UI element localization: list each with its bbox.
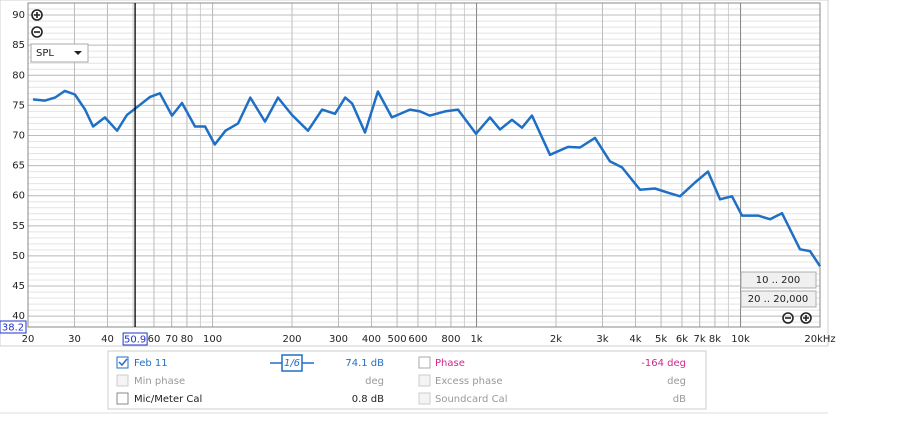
x-tick-label: 8k bbox=[709, 334, 721, 345]
zoom-in[interactable] bbox=[800, 312, 812, 324]
smoothing-text: 1/6 bbox=[284, 358, 300, 369]
cursor-y-box bbox=[0, 320, 27, 334]
dropdown-text: SPL bbox=[36, 48, 54, 59]
graph-frame bbox=[0, 0, 829, 347]
x-tick-label: 40 bbox=[101, 334, 114, 345]
x-tick-label: 60 bbox=[148, 334, 161, 345]
row-label: Mic/Meter Cal bbox=[134, 394, 202, 405]
checkbox[interactable] bbox=[116, 392, 129, 405]
option-value: -164 deg bbox=[641, 358, 686, 369]
graph-type-dropdown[interactable]: SPL bbox=[30, 43, 89, 63]
x-tick-label: 800 bbox=[441, 334, 460, 345]
value: 0.8 dB bbox=[352, 394, 384, 405]
y-tick-label: 50 bbox=[12, 251, 25, 262]
x-tick-label: 70 bbox=[165, 334, 178, 345]
checkbox[interactable] bbox=[418, 392, 431, 405]
x-tick-label: 2k bbox=[550, 334, 562, 345]
y-tick-label: 90 bbox=[12, 10, 25, 21]
plot-border bbox=[27, 2, 821, 328]
cursor-y-label: 38.2 bbox=[2, 323, 24, 334]
range-button-text: 20 .. 20,000 bbox=[748, 294, 808, 305]
zoom-out[interactable] bbox=[31, 26, 43, 38]
x-tick-label: 600 bbox=[408, 334, 427, 345]
option-label: Excess phase bbox=[435, 376, 503, 387]
x-tick-label: 20 bbox=[22, 334, 35, 345]
x-tick-label: 1k bbox=[470, 334, 482, 345]
value: deg bbox=[365, 376, 384, 387]
y-tick-label: 75 bbox=[12, 100, 25, 111]
x-tick-label: 20kHz bbox=[804, 334, 835, 345]
option-value: dB bbox=[673, 394, 686, 405]
x-tick-label: 200 bbox=[282, 334, 301, 345]
x-tick-label: 400 bbox=[362, 334, 381, 345]
cursor-x-label: 50.9 bbox=[124, 335, 146, 346]
x-tick-label: 3k bbox=[596, 334, 608, 345]
zoom-out[interactable] bbox=[782, 312, 794, 324]
x-tick-label: 4k bbox=[629, 334, 641, 345]
y-tick-label: 70 bbox=[12, 130, 25, 141]
x-tick-label: 300 bbox=[329, 334, 348, 345]
x-tick-label: 500 bbox=[388, 334, 407, 345]
cursor-x-box bbox=[122, 332, 148, 346]
checkbox[interactable] bbox=[418, 356, 431, 369]
x-tick-label: 10k bbox=[731, 334, 750, 345]
y-tick-label: 85 bbox=[12, 40, 25, 51]
y-tick-label: 65 bbox=[12, 161, 25, 172]
value: 74.1 dB bbox=[345, 358, 384, 369]
y-tick-label: 45 bbox=[12, 281, 25, 292]
x-tick-label: 5k bbox=[655, 334, 667, 345]
plot bbox=[32, 3, 822, 327]
checkbox[interactable] bbox=[116, 356, 129, 369]
checkbox[interactable] bbox=[116, 374, 129, 387]
range-button-text: 10 .. 200 bbox=[756, 275, 801, 286]
x-tick-label: 7k bbox=[694, 334, 706, 345]
y-tick-label: 60 bbox=[12, 191, 25, 202]
legend-panel bbox=[107, 350, 707, 410]
y-tick-label: 55 bbox=[12, 221, 25, 232]
row-label: Min phase bbox=[134, 376, 185, 387]
option-value: deg bbox=[667, 376, 686, 387]
series-line bbox=[32, 89, 822, 267]
y-tick-label: 40 bbox=[12, 311, 25, 322]
range-button[interactable]: 20 .. 20,000 bbox=[740, 290, 817, 308]
zoom-in[interactable] bbox=[31, 9, 43, 21]
x-tick-label: 100 bbox=[203, 334, 222, 345]
smoothing-button[interactable]: 1/6 bbox=[270, 354, 314, 372]
range-button[interactable]: 10 .. 200 bbox=[740, 271, 817, 289]
x-tick-label: 6k bbox=[676, 334, 688, 345]
series-name: Feb 11 bbox=[134, 358, 168, 369]
y-tick-label: 80 bbox=[12, 70, 25, 81]
option-label: Soundcard Cal bbox=[435, 394, 507, 405]
x-tick-label: 80 bbox=[181, 334, 194, 345]
x-tick-label: 30 bbox=[68, 334, 81, 345]
checkbox[interactable] bbox=[418, 374, 431, 387]
option-label: Phase bbox=[435, 358, 465, 369]
